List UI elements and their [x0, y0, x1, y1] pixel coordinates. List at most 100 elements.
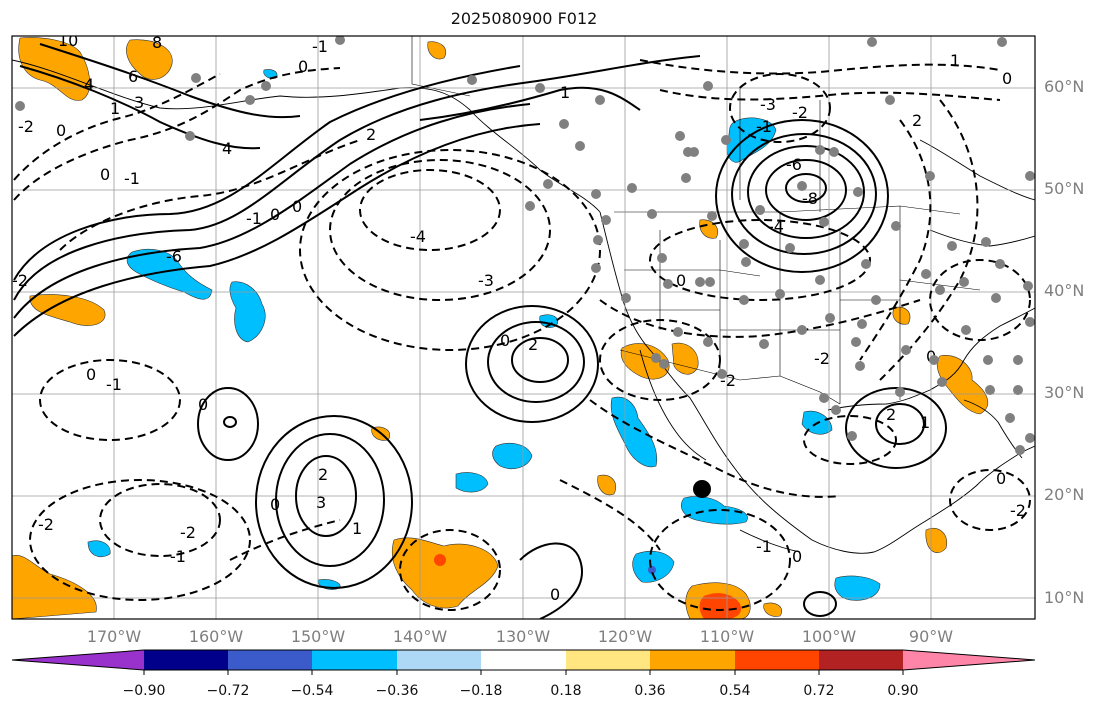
location-marker	[693, 480, 711, 498]
contour-label: -6	[166, 247, 182, 266]
contour-label: 0	[292, 197, 302, 216]
contour-label: 4	[84, 75, 94, 94]
contour-label: -4	[768, 217, 784, 236]
contour-label: 0	[270, 495, 280, 514]
contour-label: -3	[760, 95, 776, 114]
contour-label: 0	[792, 547, 802, 566]
contour-label: 0	[270, 205, 280, 224]
colorbar-tick-label: 0.72	[803, 683, 835, 699]
contour-label: 1	[352, 519, 362, 538]
colorbar-tick-label: −0.72	[206, 683, 250, 699]
contour-label: -1	[246, 209, 262, 228]
colorbar-tick-label: 0.54	[719, 683, 751, 699]
contour-label: 1	[560, 83, 570, 102]
colorbar-segment	[397, 650, 481, 670]
contour-label: -2	[792, 103, 808, 122]
station-dots	[15, 36, 1035, 455]
lon-label: 130°W	[495, 627, 551, 646]
contour-label: -1	[756, 537, 772, 556]
contour-label: -4	[410, 227, 426, 246]
colorbar-segment	[228, 650, 312, 670]
contour-label: -6	[786, 155, 802, 174]
contour-label: 8	[152, 33, 162, 52]
contour-label: -1	[170, 547, 186, 566]
lon-label: 160°W	[188, 627, 244, 646]
colorbar-tick-label: −0.36	[375, 683, 419, 699]
lat-label: 10°N	[1044, 588, 1085, 607]
positive-contours	[13, 43, 947, 619]
lon-label: 100°W	[801, 627, 857, 646]
colorbar-tick-label: −0.54	[290, 683, 334, 699]
colorbar-tick-label: 0.36	[634, 683, 666, 699]
contour-label: -1	[106, 375, 122, 394]
colorbar-segment	[566, 650, 650, 670]
colorbar-segment	[481, 650, 566, 670]
lon-label: 170°W	[86, 627, 142, 646]
lon-label: 110°W	[699, 627, 755, 646]
contour-labels: 10 8 6 4 3 1 0 -2 0 -1 4 2 0 -1 -6 0 0 -…	[12, 31, 1026, 604]
lat-label: 40°N	[1044, 281, 1085, 300]
contour-label: 0	[1002, 69, 1012, 88]
contour-label: 2	[886, 405, 896, 424]
colorbar-tick-label: 0.90	[887, 683, 919, 699]
contour-label: 1	[110, 99, 120, 118]
colorbar-high-extension	[903, 650, 1035, 670]
colorbar-low-extension	[12, 650, 144, 670]
contour-label: 0	[996, 469, 1006, 488]
lat-label: 20°N	[1044, 485, 1085, 504]
contour-label: 3	[134, 93, 144, 112]
contour-label: 2	[912, 111, 922, 130]
positive-shading	[12, 37, 989, 619]
moderate-negative-shading	[648, 566, 656, 574]
lon-label: 140°W	[392, 627, 448, 646]
contour-label: 0	[100, 165, 110, 184]
contour-label: 3	[316, 493, 326, 512]
contour-label: 0	[500, 331, 510, 350]
colorbar-segment	[819, 650, 903, 670]
contour-label: -2	[1010, 501, 1026, 520]
contour-label: 2	[528, 335, 538, 354]
lon-label: 90°W	[908, 627, 954, 646]
contour-label: -2	[38, 515, 54, 534]
colorbar-tick-label: −0.18	[459, 683, 503, 699]
contour-label: 0	[86, 365, 96, 384]
lat-label: 60°N	[1044, 77, 1085, 96]
colorbar-tick-label: −0.90	[122, 683, 166, 699]
contour-label: -1	[756, 117, 772, 136]
contour-label: -2	[180, 523, 196, 542]
contour-label: 1	[920, 413, 930, 432]
contour-label: 0	[298, 57, 308, 76]
contour-label: 10	[58, 31, 78, 50]
colorbar-segment	[650, 650, 735, 670]
lon-label: 120°W	[597, 627, 653, 646]
contour-label: 0	[550, 585, 560, 604]
colorbar-segment	[735, 650, 819, 670]
strong-positive-shading	[434, 554, 742, 619]
contour-label: 4	[222, 139, 232, 158]
contour-label: -1	[312, 37, 328, 56]
map-frame	[11, 35, 1036, 620]
contour-label: 2	[366, 125, 376, 144]
colorbar	[11, 649, 1036, 675]
contour-label: -8	[802, 189, 818, 208]
contour-label: 2	[318, 465, 328, 484]
contour-label: -2	[18, 117, 34, 136]
contour-label: -1	[124, 169, 140, 188]
coastlines	[12, 59, 1035, 554]
lon-label: 150°W	[290, 627, 346, 646]
contour-label: -2	[814, 349, 830, 368]
contour-label: -3	[478, 271, 494, 290]
lat-label: 30°N	[1044, 383, 1085, 402]
contour-label: 0	[198, 395, 208, 414]
colorbar-tick-label: 0.18	[550, 683, 582, 699]
contour-label: 0	[676, 271, 686, 290]
contour-label: 1	[950, 51, 960, 70]
negative-contours	[13, 59, 1031, 611]
contour-label: 6	[128, 67, 138, 86]
map-body: 10 8 6 4 3 1 0 -2 0 -1 4 2 0 -1 -6 0 0 -…	[12, 31, 1035, 619]
lat-label: 50°N	[1044, 179, 1085, 198]
map-title: 2025080900 F012	[450, 9, 598, 28]
colorbar-segment	[144, 650, 228, 670]
contour-label: -2	[12, 271, 28, 290]
